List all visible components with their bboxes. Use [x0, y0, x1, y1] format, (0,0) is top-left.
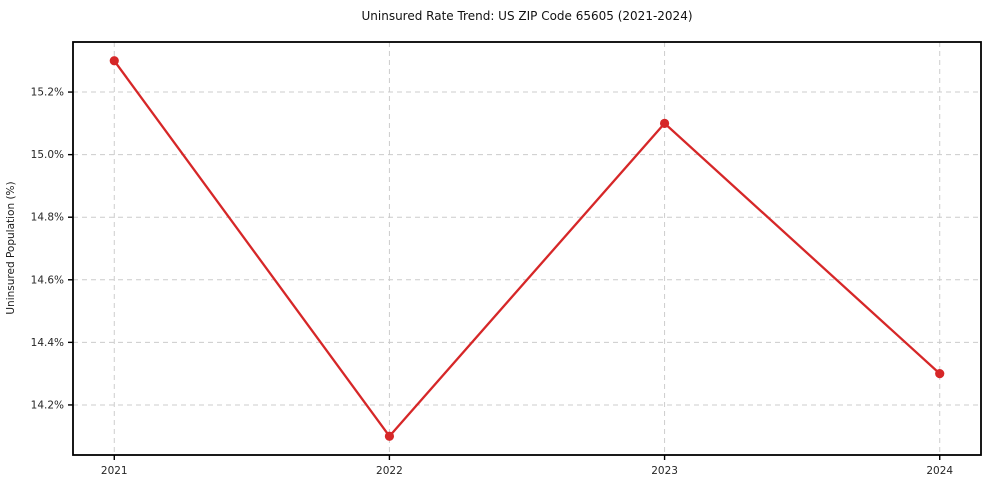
x-tick-label: 2021: [101, 465, 128, 477]
y-tick-label: 14.4%: [31, 337, 64, 349]
y-tick-label: 14.6%: [31, 274, 64, 286]
grid-layer: [73, 42, 981, 455]
chart-title: Uninsured Rate Trend: US ZIP Code 65605 …: [361, 9, 692, 23]
series-layer: [109, 56, 945, 441]
data-point: [659, 118, 670, 128]
y-axis-label: Uninsured Population (%): [5, 181, 17, 314]
x-tick-label: 2022: [376, 465, 403, 477]
trend-line: [113, 59, 941, 438]
plot-border: [72, 41, 982, 456]
x-tick-label: 2024: [926, 465, 953, 477]
data-point: [109, 56, 119, 66]
data-point: [384, 431, 395, 441]
x-tick-label: 2023: [651, 465, 678, 477]
tick-layer: [68, 91, 941, 460]
y-tick-label: 15.2%: [31, 87, 64, 99]
data-point: [935, 369, 945, 379]
tick-label-layer: 14.2% 14.4% 14.6% 14.8% 15.0% 15.2% 2021 2022 20…: [31, 87, 954, 477]
y-tick-label: 15.0%: [31, 149, 64, 161]
y-tick-label: 14.2%: [31, 399, 64, 411]
y-tick-label: 14.8%: [31, 212, 64, 224]
